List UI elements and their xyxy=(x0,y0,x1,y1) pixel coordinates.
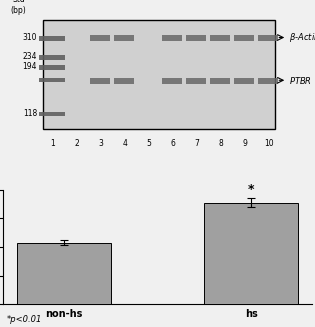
Text: 194: 194 xyxy=(23,62,37,71)
Text: 10: 10 xyxy=(264,139,273,148)
FancyBboxPatch shape xyxy=(39,36,65,41)
FancyBboxPatch shape xyxy=(114,78,134,84)
FancyBboxPatch shape xyxy=(258,35,278,41)
Text: 8: 8 xyxy=(218,139,223,148)
Text: 7: 7 xyxy=(194,139,199,148)
FancyBboxPatch shape xyxy=(39,65,65,70)
Text: Std
(bp): Std (bp) xyxy=(11,0,26,15)
FancyBboxPatch shape xyxy=(162,78,182,84)
FancyBboxPatch shape xyxy=(39,112,65,116)
Bar xyxy=(204,203,298,304)
Text: 4: 4 xyxy=(122,139,127,148)
Text: 3: 3 xyxy=(98,139,103,148)
FancyBboxPatch shape xyxy=(162,35,182,41)
Text: 1: 1 xyxy=(50,139,55,148)
FancyBboxPatch shape xyxy=(39,55,65,60)
FancyBboxPatch shape xyxy=(186,78,206,84)
FancyBboxPatch shape xyxy=(258,78,278,84)
FancyBboxPatch shape xyxy=(39,78,65,82)
FancyBboxPatch shape xyxy=(210,78,230,84)
Text: 5: 5 xyxy=(146,139,151,148)
FancyBboxPatch shape xyxy=(234,78,254,84)
FancyBboxPatch shape xyxy=(234,35,254,41)
FancyBboxPatch shape xyxy=(90,35,110,41)
FancyBboxPatch shape xyxy=(210,35,230,41)
Text: 9: 9 xyxy=(242,139,247,148)
FancyBboxPatch shape xyxy=(114,35,134,41)
Text: 2: 2 xyxy=(74,139,79,148)
Text: 118: 118 xyxy=(23,109,37,117)
Text: $\it{PTBR}$: $\it{PTBR}$ xyxy=(289,75,312,86)
FancyBboxPatch shape xyxy=(90,78,110,84)
Text: 6: 6 xyxy=(170,139,175,148)
Text: 234: 234 xyxy=(23,52,37,61)
Bar xyxy=(17,243,111,304)
FancyBboxPatch shape xyxy=(43,20,275,129)
FancyBboxPatch shape xyxy=(186,35,206,41)
Text: $\it{\beta}$-Actin: $\it{\beta}$-Actin xyxy=(289,31,315,44)
Text: 310: 310 xyxy=(23,33,37,42)
Text: *: * xyxy=(248,183,254,196)
Text: *p<0.01: *p<0.01 xyxy=(6,315,42,324)
